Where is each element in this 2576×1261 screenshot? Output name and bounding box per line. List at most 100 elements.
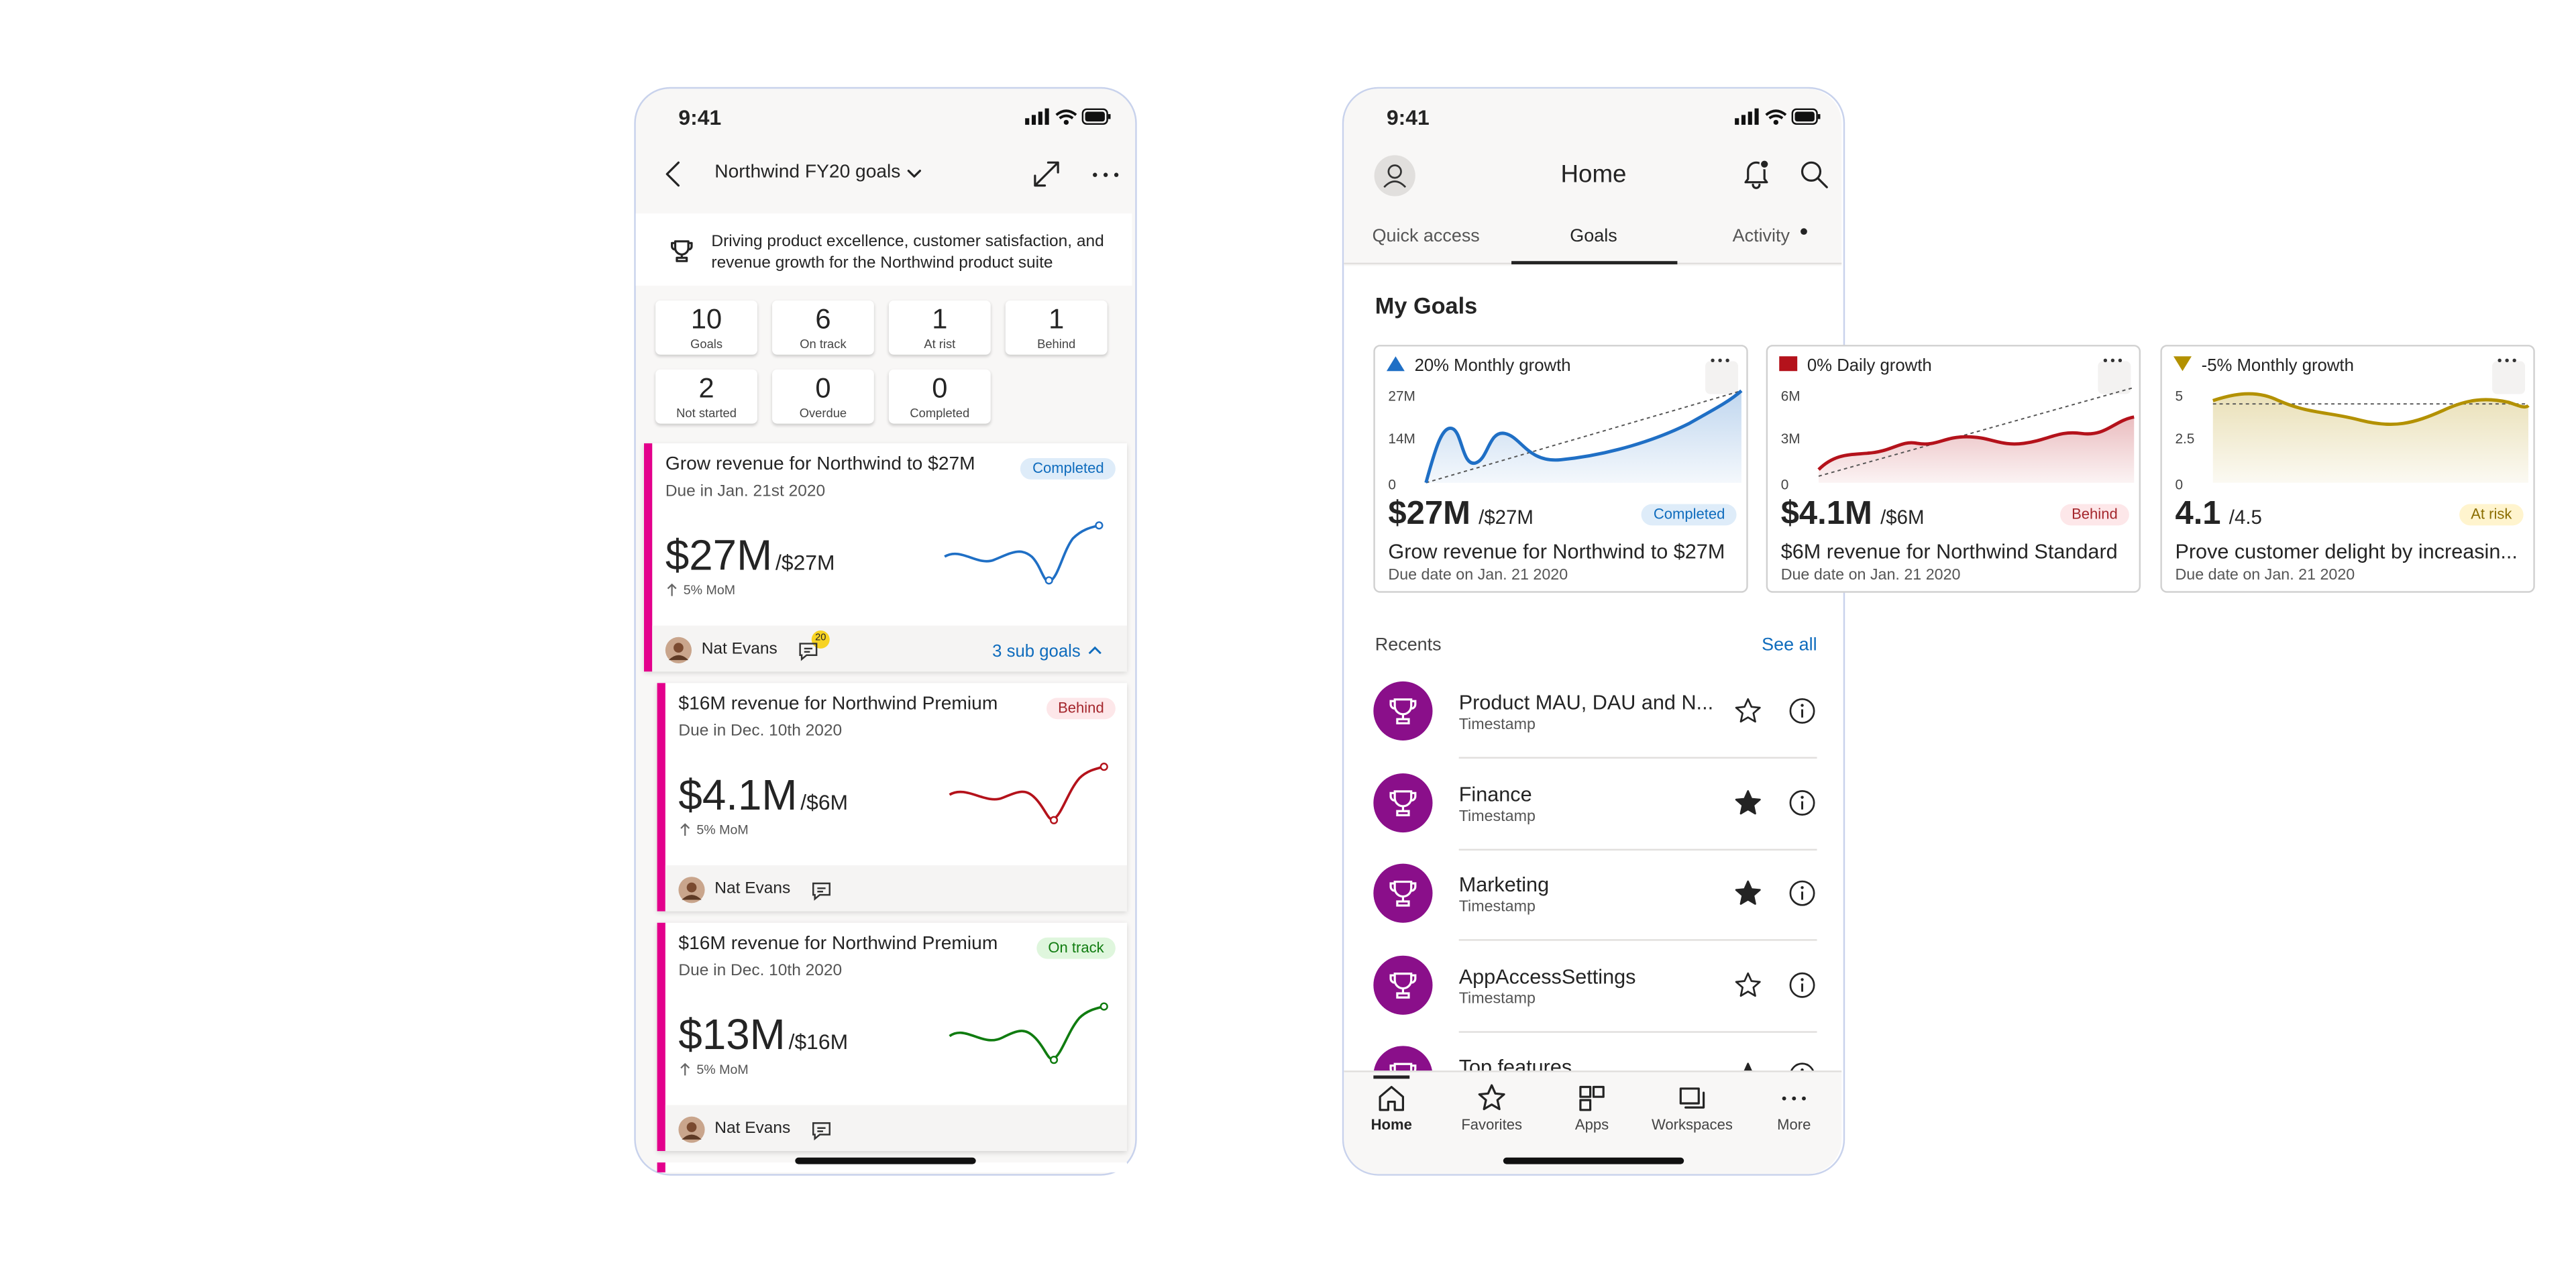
card-target: /$6M <box>1880 505 1925 529</box>
search[interactable] <box>1801 161 1829 189</box>
goal-due: Due in Dec. 10th 2020 <box>678 722 843 741</box>
nav-icon[interactable] <box>1377 1084 1406 1113</box>
goal-value-row: $13M/$16M <box>678 1013 848 1056</box>
header-title: Home <box>1560 160 1627 189</box>
sparkline <box>949 763 1108 824</box>
item-name: Finance <box>1458 783 1532 806</box>
info-button[interactable] <box>1789 698 1815 724</box>
legend-icon <box>1386 356 1405 372</box>
partial-card <box>657 1162 1128 1172</box>
goal-footer <box>665 865 1128 912</box>
stat-tile: 2 Not started <box>655 369 757 424</box>
collapse-chevron[interactable] <box>1087 645 1102 655</box>
stat-value: 6 <box>815 303 831 335</box>
sparkline <box>944 521 1104 585</box>
back-button[interactable] <box>663 161 683 187</box>
notifications[interactable] <box>1743 159 1770 189</box>
favorite-star[interactable] <box>1735 698 1761 724</box>
goal-owner: Nat Evans <box>714 880 791 899</box>
nav-label[interactable]: Workspaces <box>1651 1116 1733 1134</box>
expand-button[interactable] <box>1033 161 1059 187</box>
goal-card: $16M revenue for Northwind Premium Due in… <box>657 683 1128 912</box>
comment-icon[interactable] <box>798 642 818 661</box>
legend-icon <box>2174 356 2192 372</box>
favorite-star[interactable] <box>1735 789 1761 816</box>
stat-value: 1 <box>932 303 948 335</box>
nav-icon[interactable] <box>1577 1084 1607 1113</box>
nav-label[interactable]: More <box>1777 1116 1811 1134</box>
goal-footer <box>665 1105 1128 1151</box>
card-value-row: 4.1/4.5 <box>2175 498 2261 531</box>
y-tick-label: 5 <box>2175 387 2184 404</box>
status-pill: At risk <box>2459 503 2524 525</box>
tab[interactable]: Goals <box>1570 226 1617 247</box>
favorite-star[interactable] <box>1735 880 1761 906</box>
nav-icon[interactable] <box>1477 1084 1507 1113</box>
trophy-icon <box>671 240 693 262</box>
favorite-star[interactable] <box>1735 972 1761 998</box>
tab-activity-dot <box>1801 228 1807 235</box>
stat-tile: 6 On track <box>772 300 874 355</box>
item-name: Product MAU, DAU and N... <box>1458 690 1714 714</box>
card-name: $6M revenue for Northwind Standard <box>1780 539 2118 563</box>
section-title: My Goals <box>1375 292 1478 319</box>
goal-accent <box>657 922 665 1151</box>
card-more[interactable] <box>1710 358 1729 363</box>
comment-icon[interactable] <box>812 882 831 901</box>
stat-label: On track <box>800 336 847 351</box>
info-button[interactable] <box>1789 880 1815 906</box>
tab[interactable]: Activity <box>1732 226 1790 247</box>
info-button[interactable] <box>1789 789 1815 816</box>
stat-label: At rist <box>924 336 956 351</box>
nav-label[interactable]: Home <box>1371 1116 1412 1134</box>
dropdown-chevron[interactable] <box>907 169 922 179</box>
tab[interactable]: Quick access <box>1372 226 1480 247</box>
nav-label[interactable]: Apps <box>1574 1116 1609 1134</box>
stat-label: Behind <box>1037 336 1076 351</box>
see-all[interactable]: See all <box>1762 635 1817 655</box>
comment-icon[interactable] <box>812 1121 831 1141</box>
sparkline <box>949 1002 1108 1064</box>
status-time: 9:41 <box>678 104 722 129</box>
goal-value-row: $27M/$27M <box>665 534 835 577</box>
status-pill: Completed <box>1642 503 1737 525</box>
description-box <box>635 213 1132 286</box>
owner-avatar <box>665 637 692 663</box>
goal-card: $16M revenue for Northwind Premium Due in… <box>657 922 1128 1151</box>
card-more[interactable] <box>2103 358 2123 363</box>
home-indicator <box>795 1157 976 1164</box>
goal-title: $16M revenue for Northwind Premium <box>678 934 998 954</box>
goal-target: /$27M <box>775 550 835 575</box>
tab-underline <box>1511 261 1678 265</box>
goal-accent <box>644 443 653 672</box>
goal-value: $27M <box>665 530 773 580</box>
card-value-row: $4.1M /$6M <box>1781 498 1925 531</box>
status-icons <box>1735 108 1821 125</box>
owner-avatar <box>678 1116 705 1143</box>
card-metric: -5% Monthly growth <box>2201 355 2354 376</box>
y-tick-label: 2.5 <box>2175 429 2195 447</box>
more-button[interactable] <box>1093 172 1119 177</box>
trend-chart <box>1817 386 2135 483</box>
nav-label[interactable]: Favorites <box>1461 1116 1522 1134</box>
status-pill: Behind <box>2059 503 2129 525</box>
stat-label: Completed <box>910 405 970 421</box>
card-metric: 0% Daily growth <box>1807 355 1932 376</box>
nav-icon[interactable] <box>1677 1084 1707 1113</box>
status-icons <box>1025 108 1111 125</box>
goal-target: /$6M <box>800 789 849 815</box>
card-more[interactable] <box>2497 358 2516 363</box>
card-value: $27M <box>1388 496 1470 533</box>
card-value: 4.1 <box>2175 496 2221 533</box>
stat-value: 0 <box>932 372 948 404</box>
item-sub: Timestamp <box>1458 898 1536 917</box>
nav-icon[interactable] <box>1779 1084 1809 1113</box>
profile-avatar[interactable] <box>1373 154 1416 197</box>
card-due: Due date on Jan. 21 2020 <box>1780 567 1961 586</box>
item-icon <box>1373 773 1433 833</box>
item-icon <box>1373 681 1433 741</box>
info-button[interactable] <box>1789 972 1815 998</box>
goal-due: Due in Jan. 21st 2020 <box>665 482 826 501</box>
